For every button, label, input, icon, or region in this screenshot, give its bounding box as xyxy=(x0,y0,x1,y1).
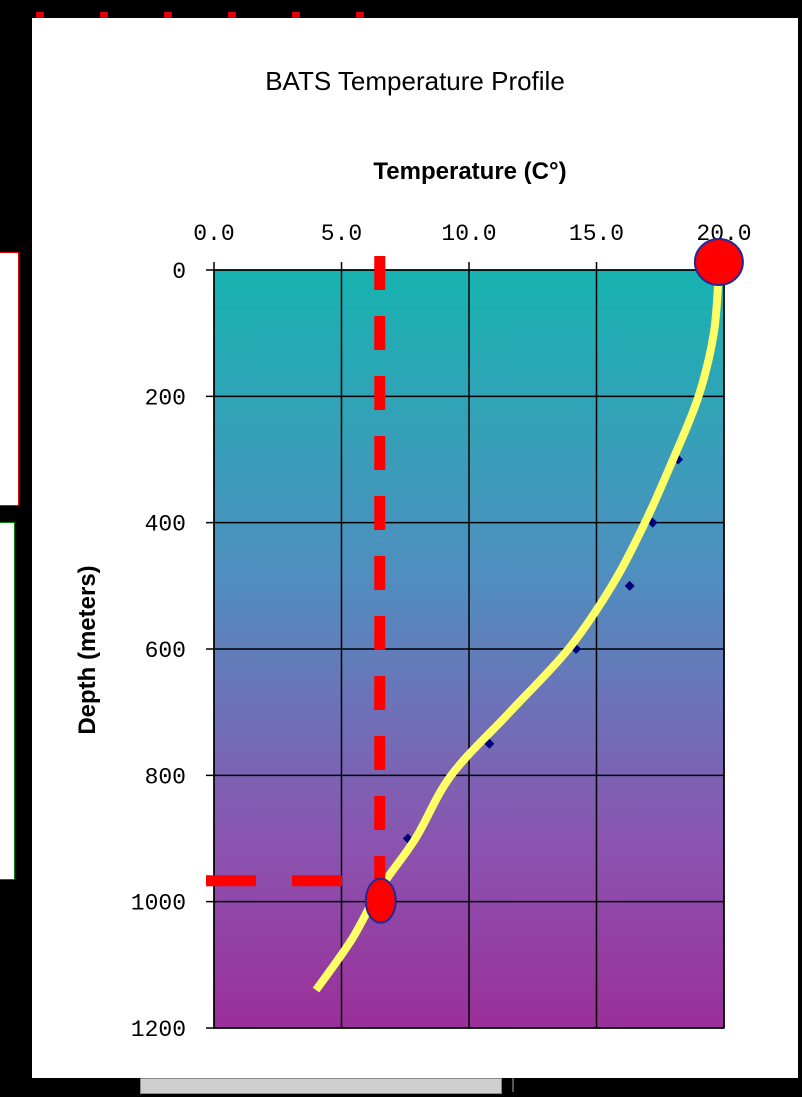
left-red-frame-edge xyxy=(0,252,19,506)
scrollbar-divider xyxy=(512,1078,514,1092)
x-tick-label-0: 0.0 xyxy=(193,221,234,247)
y-tick-label-4: 800 xyxy=(145,764,186,790)
chart-title: BATS Temperature Profile xyxy=(265,66,565,96)
x-tick-label-2: 10.0 xyxy=(441,221,496,247)
x-tick-label-1: 5.0 xyxy=(321,221,362,247)
horizontal-scrollbar[interactable] xyxy=(140,1078,502,1094)
data-marker-2 xyxy=(624,580,635,591)
left-green-frame-edge xyxy=(0,522,15,880)
x-axis-label: Temperature (C°) xyxy=(373,158,567,185)
highlight-point-0 xyxy=(693,238,744,286)
top-red-dash-marks xyxy=(36,12,376,18)
y-tick-label-6: 1200 xyxy=(131,1017,186,1043)
highlight-point-1 xyxy=(364,877,397,924)
y-tick-label-1: 200 xyxy=(145,385,186,411)
y-tick-label-3: 600 xyxy=(145,638,186,664)
x-tick-label-3: 15.0 xyxy=(569,221,624,247)
y-tick-label-5: 1000 xyxy=(131,891,186,917)
y-tick-label-2: 400 xyxy=(145,512,186,538)
y-tick-label-0: 0 xyxy=(172,259,186,285)
